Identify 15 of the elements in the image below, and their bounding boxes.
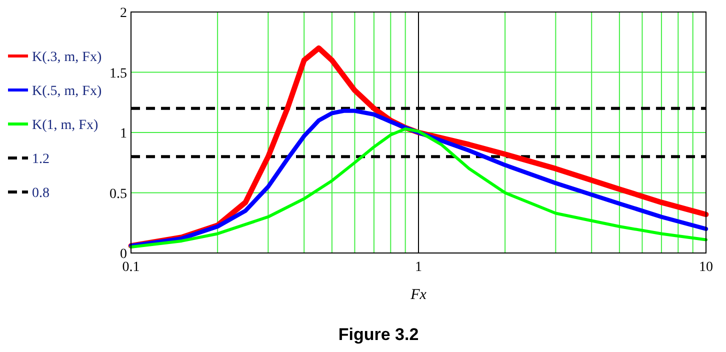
legend-label: K(.5, m, Fx) <box>32 84 102 99</box>
legend-label: 1.2 <box>32 152 50 167</box>
x-tick-label: 1 <box>415 260 422 275</box>
y-tick-label: 2 <box>120 6 127 21</box>
text: Figure 3.2 <box>338 325 419 344</box>
y-tick-label: 0 <box>120 247 127 262</box>
y-tick-label: 1.5 <box>110 66 127 82</box>
legend-label: 0.8 <box>32 186 50 201</box>
y-tick-label: 0.5 <box>110 186 127 202</box>
x-axis-title: Fx <box>410 287 427 303</box>
legend-label: K(1, m, Fx) <box>32 118 98 133</box>
x-tick-label: 10 <box>699 260 713 275</box>
y-tick-label: 1 <box>120 126 127 142</box>
legend-label: K(.3, m, Fx) <box>32 50 102 65</box>
x-tick-label: 0.1 <box>122 260 140 275</box>
